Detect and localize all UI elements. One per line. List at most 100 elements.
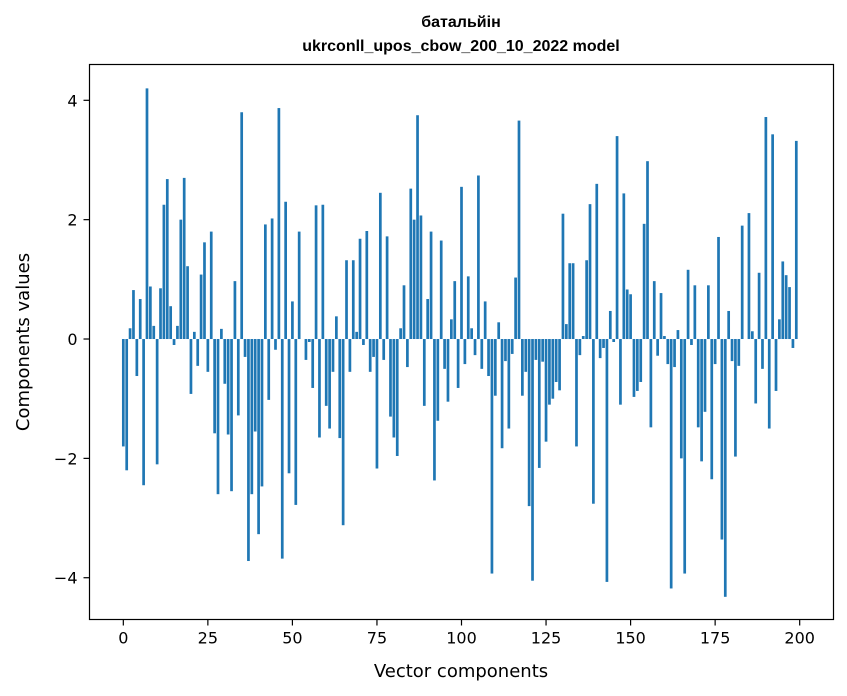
y-axis-ticks: −4 −2 0 2 4 [54, 91, 90, 588]
bar [324, 339, 328, 406]
bar [402, 285, 406, 340]
bar [686, 269, 690, 340]
bar [696, 339, 700, 428]
bar [514, 277, 517, 340]
bar [382, 339, 386, 360]
bar [778, 319, 781, 340]
bar [199, 274, 203, 340]
bar [132, 290, 135, 340]
x-tick-label: 125 [531, 629, 562, 648]
bar [351, 260, 355, 340]
bar [666, 339, 670, 365]
bar [395, 339, 399, 456]
bar [669, 339, 673, 589]
bar [378, 192, 382, 340]
bar [341, 339, 345, 526]
bar [527, 339, 531, 507]
bar [172, 339, 176, 345]
bar [578, 339, 582, 356]
bar [135, 339, 139, 377]
bar [663, 336, 666, 340]
bar [128, 328, 132, 340]
bar [453, 281, 457, 340]
bar [328, 339, 331, 429]
y-tick-label: 0 [67, 330, 77, 349]
bar [240, 112, 244, 340]
bar [419, 215, 423, 340]
bar [774, 339, 778, 391]
bar [321, 204, 325, 340]
bar [463, 339, 467, 365]
bar [595, 183, 599, 340]
bar [314, 205, 318, 340]
bar [280, 339, 284, 559]
bar [399, 328, 402, 340]
bar [389, 339, 392, 417]
bar [274, 339, 277, 350]
x-tick-label: 50 [282, 629, 302, 648]
bar [710, 339, 714, 480]
bar [307, 339, 311, 342]
bar [426, 299, 430, 340]
bars-group [121, 88, 798, 597]
bar [243, 339, 247, 357]
bar [707, 285, 710, 340]
bar [159, 288, 162, 340]
bar [206, 339, 210, 372]
bar [230, 339, 233, 492]
bar [727, 310, 731, 340]
bar [571, 263, 575, 340]
bar [734, 339, 737, 457]
bar [270, 218, 274, 340]
bar [642, 223, 646, 340]
bar [149, 286, 152, 340]
bar [125, 339, 129, 471]
bar [473, 339, 477, 356]
bar [216, 339, 220, 495]
bar [260, 339, 264, 487]
bar [747, 213, 751, 340]
bar [416, 115, 419, 340]
bar [460, 186, 463, 340]
bar [429, 231, 433, 340]
bar [304, 339, 308, 360]
bar [264, 224, 267, 340]
bar [683, 339, 687, 574]
bar [348, 339, 352, 372]
bar [362, 339, 365, 345]
bar [615, 136, 619, 340]
bar [422, 339, 426, 406]
y-tick-label: −2 [54, 449, 78, 468]
bar [392, 339, 396, 438]
bar [639, 339, 643, 382]
bar [605, 339, 609, 582]
bar [287, 339, 291, 474]
bar [203, 242, 206, 340]
bar [213, 339, 216, 434]
bar [358, 238, 362, 340]
bar [784, 275, 788, 340]
bar [267, 339, 271, 400]
y-tick-label: 2 [67, 211, 77, 230]
x-tick-label: 0 [118, 629, 128, 648]
bar [236, 339, 240, 416]
bar [335, 316, 338, 340]
bar [450, 319, 453, 340]
bar [754, 339, 758, 404]
bar [169, 306, 173, 340]
bar [656, 339, 659, 356]
bar [544, 339, 548, 442]
bar [165, 179, 169, 340]
bar [619, 339, 622, 405]
bar [737, 339, 741, 366]
bar [121, 339, 125, 447]
bar [223, 339, 227, 384]
bar [622, 193, 626, 340]
bar [510, 339, 514, 354]
bar [771, 134, 774, 340]
bar [575, 339, 578, 447]
bar [297, 231, 301, 340]
bar [493, 339, 497, 396]
bar [162, 204, 166, 340]
chart-subtitle: ukrconll_upos_cbow_200_10_2022 model [302, 38, 619, 55]
